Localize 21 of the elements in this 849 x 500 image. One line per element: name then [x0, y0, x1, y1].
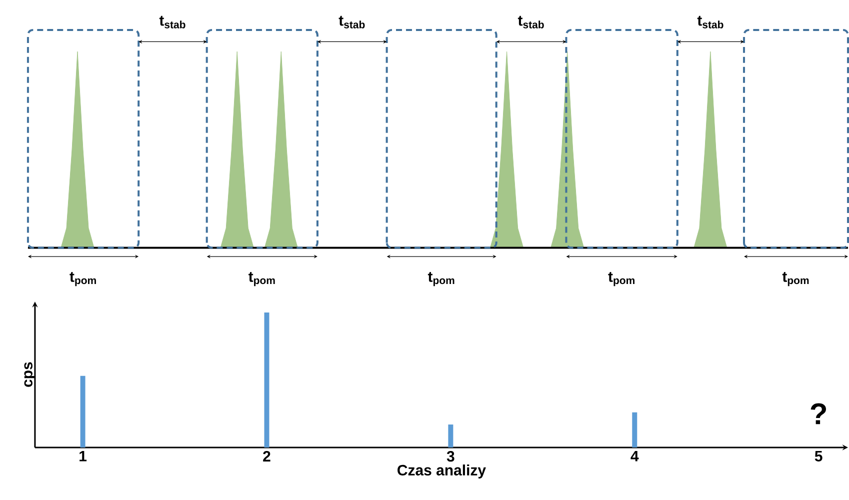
bar	[264, 312, 270, 448]
text: t$_{pom}$	[70, 272, 96, 286]
text: t$_{pom}$	[428, 272, 454, 286]
bar	[448, 424, 454, 448]
x-tick-label: 4	[630, 450, 639, 462]
x-axis-title: Czas analizy	[398, 464, 486, 478]
x-tick-label: 5	[814, 450, 822, 462]
text: t$_{stab}$	[338, 16, 365, 28]
x-tick-label: 1	[80, 450, 87, 462]
bar	[632, 412, 638, 448]
text: t$_{stab}$	[518, 16, 544, 28]
bar	[80, 376, 86, 448]
text: t$_{stab}$	[159, 16, 186, 28]
text: t$_{stab}$	[697, 16, 724, 28]
y-axis-title: cps	[24, 362, 36, 387]
x-tick-label: 2	[263, 450, 270, 462]
annotation: ?	[810, 403, 826, 424]
x-tick-label: 3	[446, 450, 454, 462]
text: t$_{pom}$	[782, 272, 809, 286]
text: t$_{pom}$	[608, 272, 634, 286]
text: t$_{pom}$	[248, 272, 275, 286]
